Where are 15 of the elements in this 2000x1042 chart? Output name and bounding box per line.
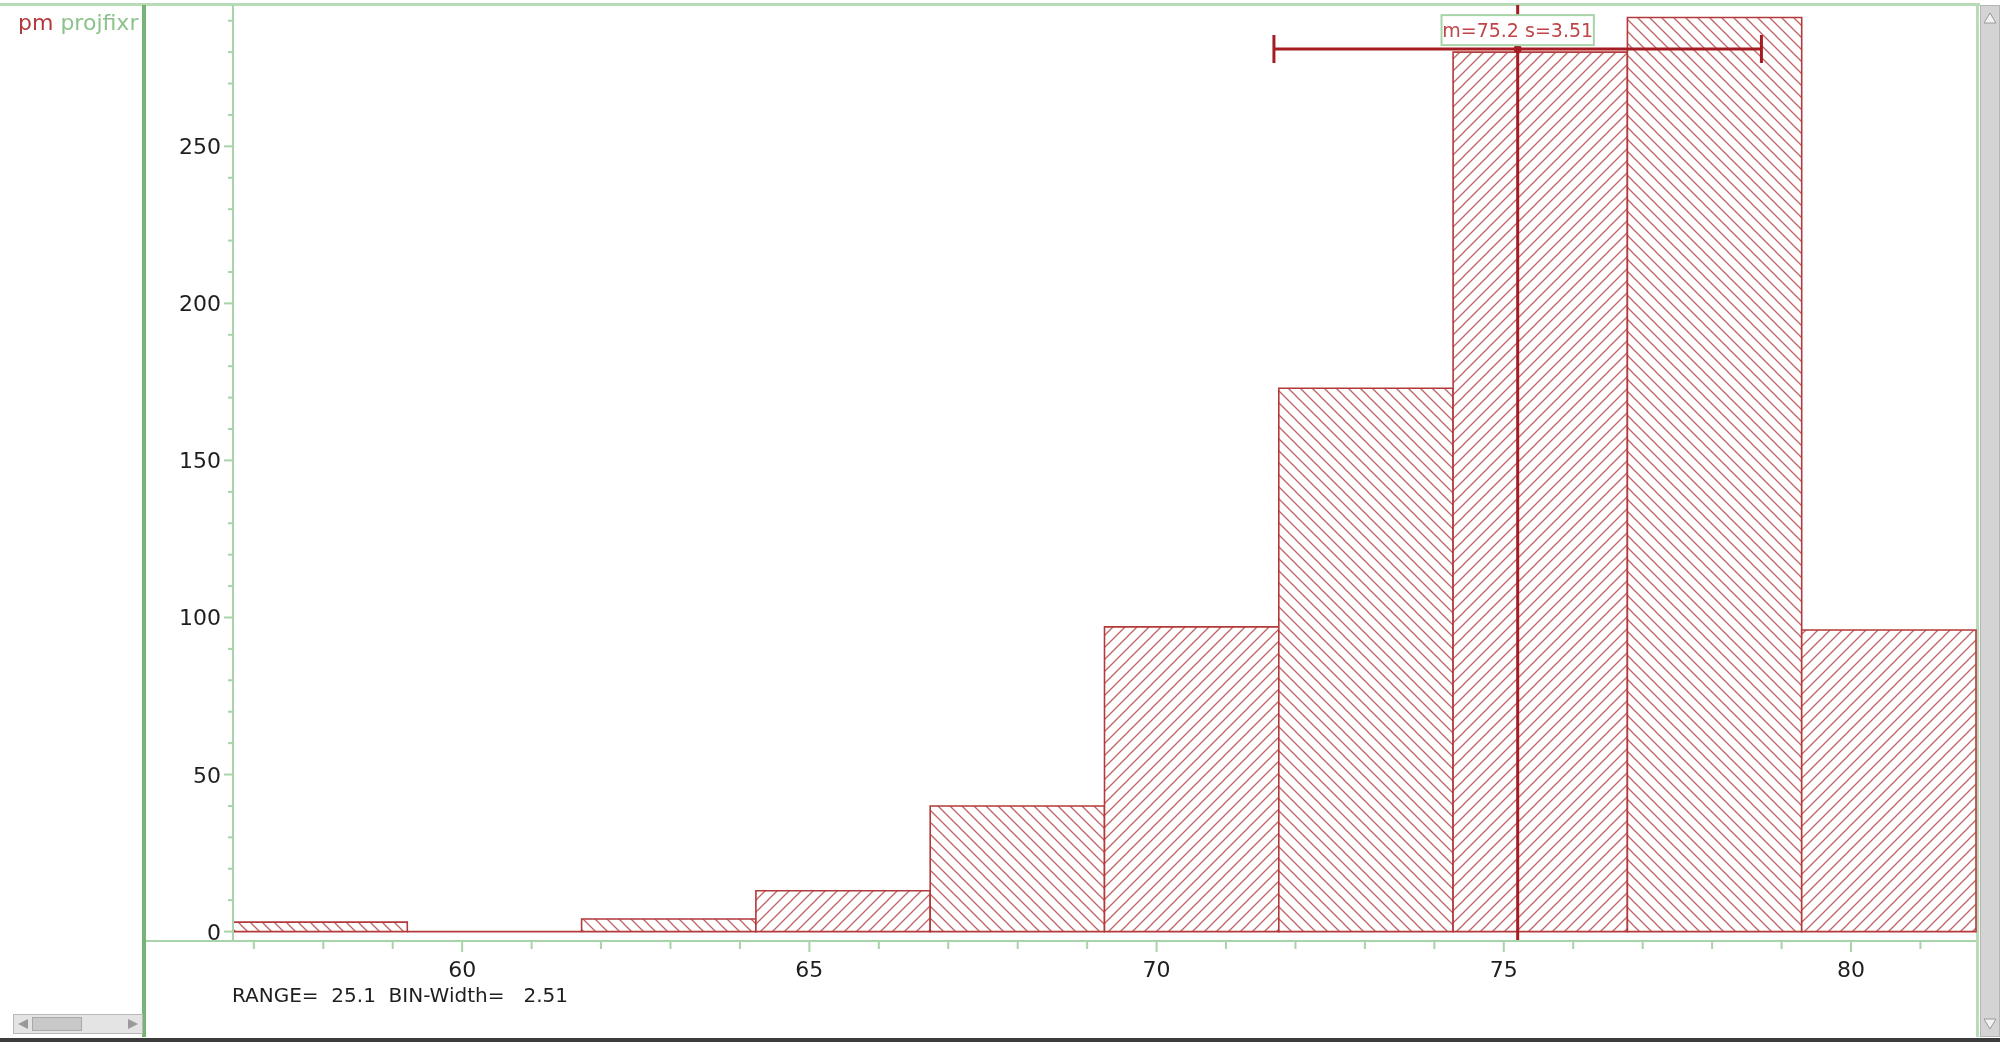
x-tick-label: 70	[1142, 957, 1171, 982]
text: pm	[18, 10, 54, 35]
y-tick-label: 0	[207, 919, 221, 945]
legend-title: projfixr	[60, 10, 139, 35]
y-tick-label: 250	[179, 133, 221, 159]
y-tick-label: 50	[193, 762, 221, 788]
y-tick-label: 100	[179, 604, 221, 630]
annotation: m=75.2 s=3.51	[1442, 19, 1594, 42]
text: RANGE= 25.1 BIN-Width= 2.51	[232, 982, 569, 1008]
x-tick-label: 60	[448, 957, 477, 982]
x-tick-label: 65	[795, 957, 824, 982]
x-tick-label: 75	[1489, 957, 1518, 982]
y-tick-label: 200	[179, 290, 221, 316]
y-tick-label: 150	[179, 447, 221, 473]
x-tick-label: 80	[1837, 957, 1865, 982]
